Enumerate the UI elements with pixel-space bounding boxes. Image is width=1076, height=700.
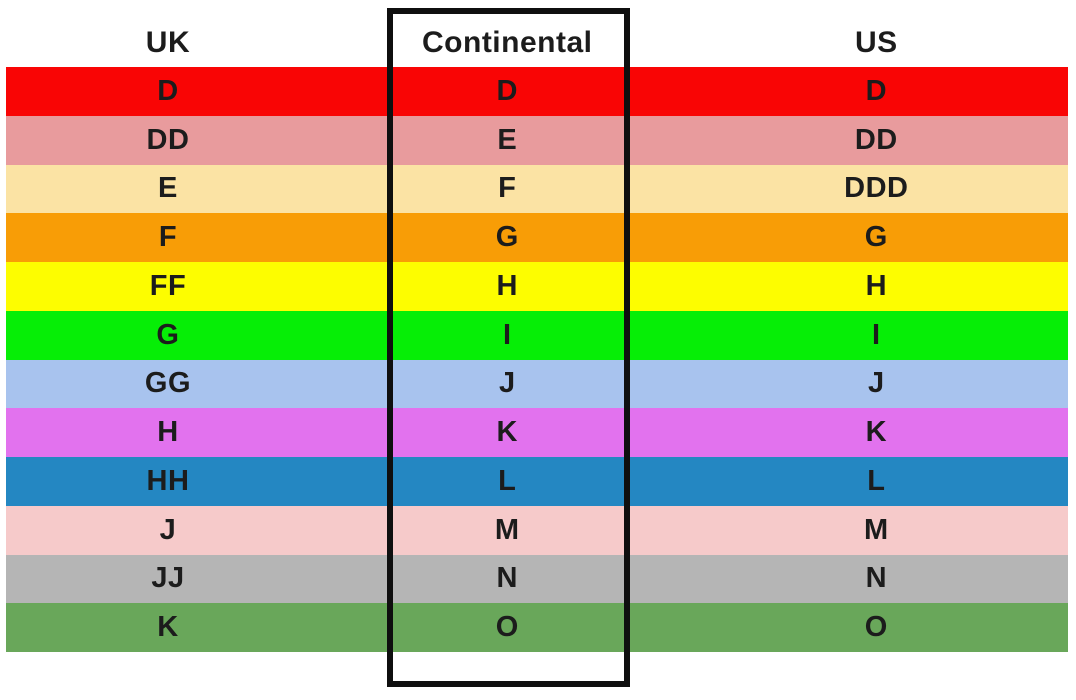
table-row: G I I (6, 310, 1068, 360)
table-row: DD E DD (6, 115, 1068, 165)
cell-uk: J (159, 513, 177, 546)
cell-continental: I (502, 318, 512, 351)
cell-uk: F (158, 221, 178, 254)
cell-uk: FF (149, 269, 187, 302)
table-body: D D D DD E DD E F DDD F G G FF H H G I I (6, 67, 1068, 652)
cell-continental: J (498, 367, 516, 400)
cell-continental: G (495, 221, 519, 254)
cell-continental: E (497, 123, 518, 156)
cell-us: L (867, 464, 886, 497)
cell-continental: L (498, 464, 517, 497)
cell-uk: E (158, 172, 178, 205)
cell-uk: HH (146, 464, 190, 497)
table-row: FF H H (6, 262, 1068, 311)
cell-uk: K (157, 611, 179, 644)
column-header-continental: Continental (422, 26, 593, 59)
table-row: E F DDD (6, 164, 1068, 214)
cell-us: DDD (844, 172, 909, 205)
header-row: UK Continental US (6, 0, 1068, 67)
cell-us: G (864, 221, 888, 254)
cell-us: N (865, 562, 888, 595)
cell-continental: D (496, 74, 518, 107)
cell-continental: H (496, 269, 518, 302)
cell-us: K (865, 416, 888, 449)
cell-us: M (863, 513, 889, 546)
cell-uk: G (156, 318, 180, 351)
cell-uk: D (157, 74, 179, 107)
table-row: D D D (6, 67, 1068, 116)
column-header-uk: UK (145, 26, 191, 59)
cell-continental: K (496, 416, 518, 449)
cell-continental: N (496, 562, 518, 595)
cell-uk: JJ (151, 562, 185, 595)
table-row: JJ N N (6, 554, 1068, 604)
table-row: K O O (6, 603, 1068, 652)
table-row: F G G (6, 213, 1068, 262)
cell-continental: F (498, 172, 517, 205)
cell-uk: DD (146, 123, 190, 156)
table-row: J M M (6, 505, 1068, 555)
cell-us: J (867, 367, 885, 400)
cell-us: DD (854, 123, 898, 156)
table-row: H K K (6, 408, 1068, 457)
cell-us: D (865, 74, 888, 107)
cell-uk: H (157, 416, 179, 449)
cell-uk: GG (144, 367, 192, 400)
cell-us: O (864, 611, 888, 644)
cell-continental: M (494, 513, 520, 546)
cell-us: H (865, 269, 888, 302)
cell-continental: O (495, 611, 519, 644)
cell-us: I (872, 318, 881, 351)
column-header-us: US (854, 26, 898, 59)
table-row: GG J J (6, 359, 1068, 409)
table-row: HH L L (6, 457, 1068, 506)
